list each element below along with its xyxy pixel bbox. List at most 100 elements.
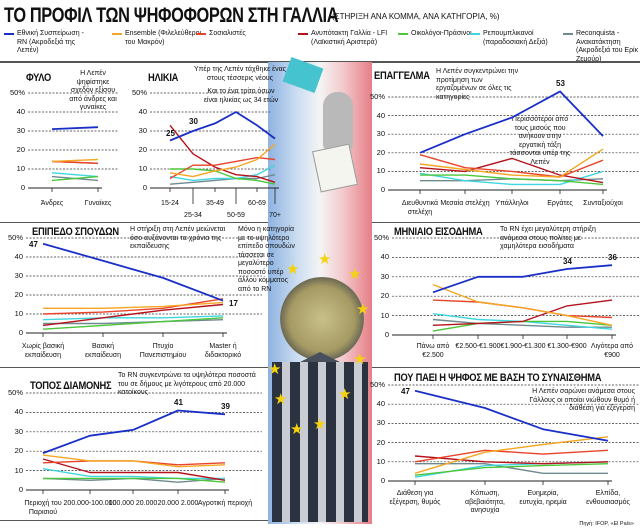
y-tick-label: 20 xyxy=(14,290,23,299)
x-category-label: Υπάλληλοι xyxy=(495,200,529,207)
x-category-label: €2.500-€1.900 xyxy=(455,343,501,350)
x-category-label: 200.000-100.000 xyxy=(63,500,117,507)
panel-title-emotion: ΠΟΥ ΠΑΕΙ Η ΨΗΦΟΣ ΜΕ ΒΑΣΗ ΤΟ ΣΥΝΑΙΣΘΗΜΑ xyxy=(394,372,602,384)
divider xyxy=(372,222,640,223)
hand-illustration xyxy=(323,92,353,152)
x-category-label: Πάνω από €2.500 xyxy=(416,343,450,359)
y-tick-label: 40 xyxy=(380,252,389,262)
series-line-eco xyxy=(170,168,276,185)
series-line-eco xyxy=(414,463,609,476)
legend-swatch xyxy=(4,33,14,35)
legend-swatch xyxy=(470,33,480,35)
y-tick-label: 10 xyxy=(380,310,389,320)
series-line-rn xyxy=(432,264,613,294)
star-icon: ★ xyxy=(356,301,370,318)
y-tick-label: 0 xyxy=(384,330,389,339)
legend-label: Σοσιαλιστές xyxy=(209,30,246,37)
data-label: 53 xyxy=(556,79,565,89)
series-line-rec xyxy=(415,463,608,474)
series-line-eco xyxy=(42,317,224,330)
note-occupation-2: Περισσότεροι από τους μισούς που ανήκουν… xyxy=(509,116,571,166)
x-category-label: Αγροτική περιοχή xyxy=(197,500,253,507)
panel-title-occupation: ΕΠΑΓΓΕΛΜΑ xyxy=(374,70,430,82)
euro-coin-illustration xyxy=(280,277,364,361)
x-category-label: 60-69 xyxy=(248,200,266,207)
legend-item-rn: Εθνική Συσπείρωση - RN (Ακροδεξιά της Λε… xyxy=(4,30,94,56)
y-tick-label: 20 xyxy=(14,446,23,456)
x-category-label: Γυναίκες xyxy=(84,200,112,207)
divider xyxy=(0,520,268,521)
star-icon: ★ xyxy=(313,416,327,433)
series-line-rn xyxy=(419,90,604,154)
series-line-rn xyxy=(414,389,609,442)
legend-item-rep: Ρεπουμπλικανοί (παραδοσιακή Δεξιά) xyxy=(470,30,560,47)
y-tick-label: 0 xyxy=(380,476,385,485)
star-icon: ★ xyxy=(338,386,352,403)
x-category-label: 100.000 20.000 xyxy=(108,500,158,507)
series-line-eco xyxy=(43,477,226,483)
y-tick-label: 40 xyxy=(16,107,25,116)
x-category-label: Βασική εκπαίδευση xyxy=(84,343,121,359)
series-line-rep xyxy=(51,172,99,178)
x-category-label: 25-34 xyxy=(184,212,202,219)
y-tick-label: 30 xyxy=(138,126,147,135)
divider xyxy=(0,367,268,368)
x-category-label: 20.000 2.000 xyxy=(157,500,199,507)
divider xyxy=(372,367,640,368)
infographic-subtitle: (ΣΤΗΡΙΞΗ ΑΝΑ ΚΟΜΜΑ, ΑΝΑ ΚΑΤΗΓΟΡΙΑ, %) xyxy=(332,12,500,21)
legend-item-ens: Ensemble (Φιλελεύθεροι του Μακρόν) xyxy=(112,30,202,47)
y-tick-label: 0 xyxy=(18,328,23,337)
y-tick-label: 50% xyxy=(131,88,147,97)
series-line-rn xyxy=(42,242,224,302)
data-label: 30 xyxy=(189,117,198,126)
star-icon: ★ xyxy=(286,261,300,278)
legend-swatch xyxy=(398,33,408,35)
y-tick-label: 50% xyxy=(373,233,389,242)
y-tick-label: 50% xyxy=(369,92,385,101)
y-tick-label: 20 xyxy=(138,145,147,154)
series-line-rn xyxy=(42,409,226,454)
x-category-label: Ελπίδα, ενθουσιασμός xyxy=(586,490,630,506)
data-label: 34 xyxy=(563,257,572,267)
y-tick-label: 10 xyxy=(376,166,385,176)
y-tick-label: 30 xyxy=(376,129,385,139)
star-icon: ★ xyxy=(353,351,367,368)
y-tick-label: 10 xyxy=(14,465,23,475)
star-icon: ★ xyxy=(268,361,282,378)
series-line-eco xyxy=(51,175,99,182)
y-tick-label: 50% xyxy=(7,388,23,397)
y-tick-label: 30 xyxy=(380,271,389,281)
series-line-lfi xyxy=(432,299,613,326)
x-category-label: Μεσαία στελέχη xyxy=(440,200,490,207)
note-education-1: Η στήριξη στη Λεπέν μειώνεται όσο αυξάνο… xyxy=(130,226,226,250)
data-label: 39 xyxy=(221,402,230,412)
legend-swatch xyxy=(112,33,122,35)
divider xyxy=(0,222,268,223)
series-line-rn xyxy=(51,126,99,130)
y-tick-label: 40 xyxy=(14,252,23,261)
y-tick-label: 50% xyxy=(7,233,23,242)
x-category-label: Διευθυντικά στελέχη xyxy=(401,200,439,216)
y-tick-label: 10 xyxy=(138,164,147,173)
star-icon: ★ xyxy=(274,391,288,408)
panel-title-income: ΜΗΝΙΑΙΟ ΕΙΣΟΔΗΜΑ xyxy=(394,226,483,238)
x-category-label: Master ή διδακτορικό xyxy=(204,343,242,359)
legend-item-rec: Reconquista - Ανακατάκτηση (Ακροδεξιά το… xyxy=(563,30,640,64)
series-line-ps xyxy=(414,449,609,463)
series-line-lfi xyxy=(414,455,609,465)
x-category-label: Κόπωση, αβεβαιότητα, ανησυχία xyxy=(465,490,505,514)
series-line-ens xyxy=(51,158,99,163)
building-columns-illustration xyxy=(272,362,368,522)
legend-label: Εθνική Συσπείρωση - RN (Ακροδεξιά της Λε… xyxy=(17,30,84,54)
x-category-label: 70+ xyxy=(269,212,281,219)
panel-title-gender: ΦΥΛΟ xyxy=(26,72,52,84)
series-line-rep xyxy=(42,315,224,321)
star-icon: ★ xyxy=(348,266,362,283)
series-line-ens xyxy=(169,143,276,178)
data-label: 41 xyxy=(174,398,183,408)
y-tick-label: 20 xyxy=(376,437,385,447)
note-education-2: Μόνο η κατηγορία με το υψηλότερο επίπεδο… xyxy=(238,226,295,293)
panel-title-residence: ΤΟΠΟΣ ΔΙΑΜΟΝΗΣ xyxy=(30,380,112,392)
series-line-ens xyxy=(43,301,224,309)
